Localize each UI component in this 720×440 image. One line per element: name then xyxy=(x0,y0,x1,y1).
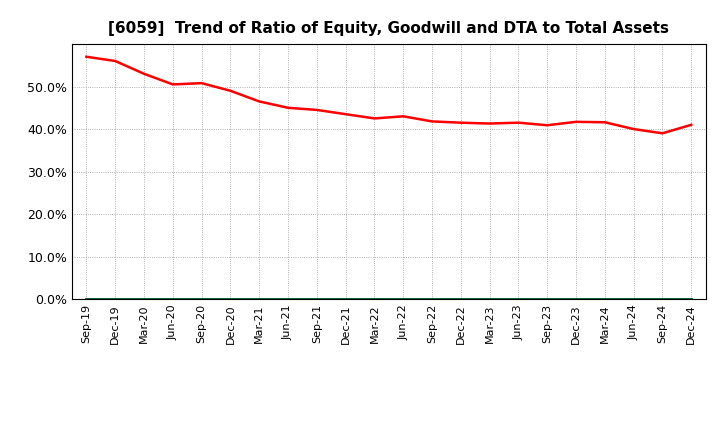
Deferred Tax Assets xyxy=(370,296,379,301)
Goodwill xyxy=(687,296,696,301)
Deferred Tax Assets xyxy=(111,296,120,301)
Equity xyxy=(687,122,696,128)
Deferred Tax Assets xyxy=(284,296,292,301)
Deferred Tax Assets xyxy=(456,296,465,301)
Deferred Tax Assets xyxy=(140,296,148,301)
Equity xyxy=(629,126,638,132)
Goodwill xyxy=(255,296,264,301)
Goodwill xyxy=(572,296,580,301)
Goodwill xyxy=(197,296,206,301)
Goodwill xyxy=(284,296,292,301)
Goodwill xyxy=(111,296,120,301)
Equity xyxy=(284,105,292,110)
Goodwill xyxy=(658,296,667,301)
Equity xyxy=(658,131,667,136)
Deferred Tax Assets xyxy=(428,296,436,301)
Equity xyxy=(140,71,148,77)
Goodwill xyxy=(485,296,494,301)
Legend: Equity, Goodwill, Deferred Tax Assets: Equity, Goodwill, Deferred Tax Assets xyxy=(189,439,589,440)
Equity xyxy=(456,120,465,125)
Goodwill xyxy=(312,296,321,301)
Deferred Tax Assets xyxy=(572,296,580,301)
Equity xyxy=(312,107,321,113)
Goodwill xyxy=(341,296,350,301)
Deferred Tax Assets xyxy=(687,296,696,301)
Equity xyxy=(341,111,350,117)
Goodwill xyxy=(456,296,465,301)
Goodwill xyxy=(399,296,408,301)
Equity xyxy=(255,99,264,104)
Equity xyxy=(82,54,91,59)
Goodwill xyxy=(543,296,552,301)
Equity xyxy=(485,121,494,126)
Goodwill xyxy=(600,296,609,301)
Deferred Tax Assets xyxy=(600,296,609,301)
Equity xyxy=(572,119,580,125)
Equity xyxy=(428,119,436,124)
Equity xyxy=(399,114,408,119)
Goodwill xyxy=(514,296,523,301)
Deferred Tax Assets xyxy=(82,296,91,301)
Deferred Tax Assets xyxy=(399,296,408,301)
Deferred Tax Assets xyxy=(312,296,321,301)
Equity xyxy=(168,82,177,87)
Goodwill xyxy=(629,296,638,301)
Goodwill xyxy=(370,296,379,301)
Goodwill xyxy=(168,296,177,301)
Equity xyxy=(600,120,609,125)
Equity xyxy=(111,59,120,64)
Deferred Tax Assets xyxy=(226,296,235,301)
Deferred Tax Assets xyxy=(255,296,264,301)
Title: [6059]  Trend of Ratio of Equity, Goodwill and DTA to Total Assets: [6059] Trend of Ratio of Equity, Goodwil… xyxy=(108,21,670,36)
Equity xyxy=(543,123,552,128)
Deferred Tax Assets xyxy=(629,296,638,301)
Line: Equity: Equity xyxy=(86,57,691,133)
Goodwill xyxy=(428,296,436,301)
Equity xyxy=(226,88,235,93)
Deferred Tax Assets xyxy=(658,296,667,301)
Goodwill xyxy=(140,296,148,301)
Goodwill xyxy=(82,296,91,301)
Deferred Tax Assets xyxy=(543,296,552,301)
Deferred Tax Assets xyxy=(197,296,206,301)
Equity xyxy=(514,120,523,125)
Equity xyxy=(197,81,206,86)
Deferred Tax Assets xyxy=(341,296,350,301)
Deferred Tax Assets xyxy=(485,296,494,301)
Deferred Tax Assets xyxy=(168,296,177,301)
Deferred Tax Assets xyxy=(514,296,523,301)
Goodwill xyxy=(226,296,235,301)
Equity xyxy=(370,116,379,121)
